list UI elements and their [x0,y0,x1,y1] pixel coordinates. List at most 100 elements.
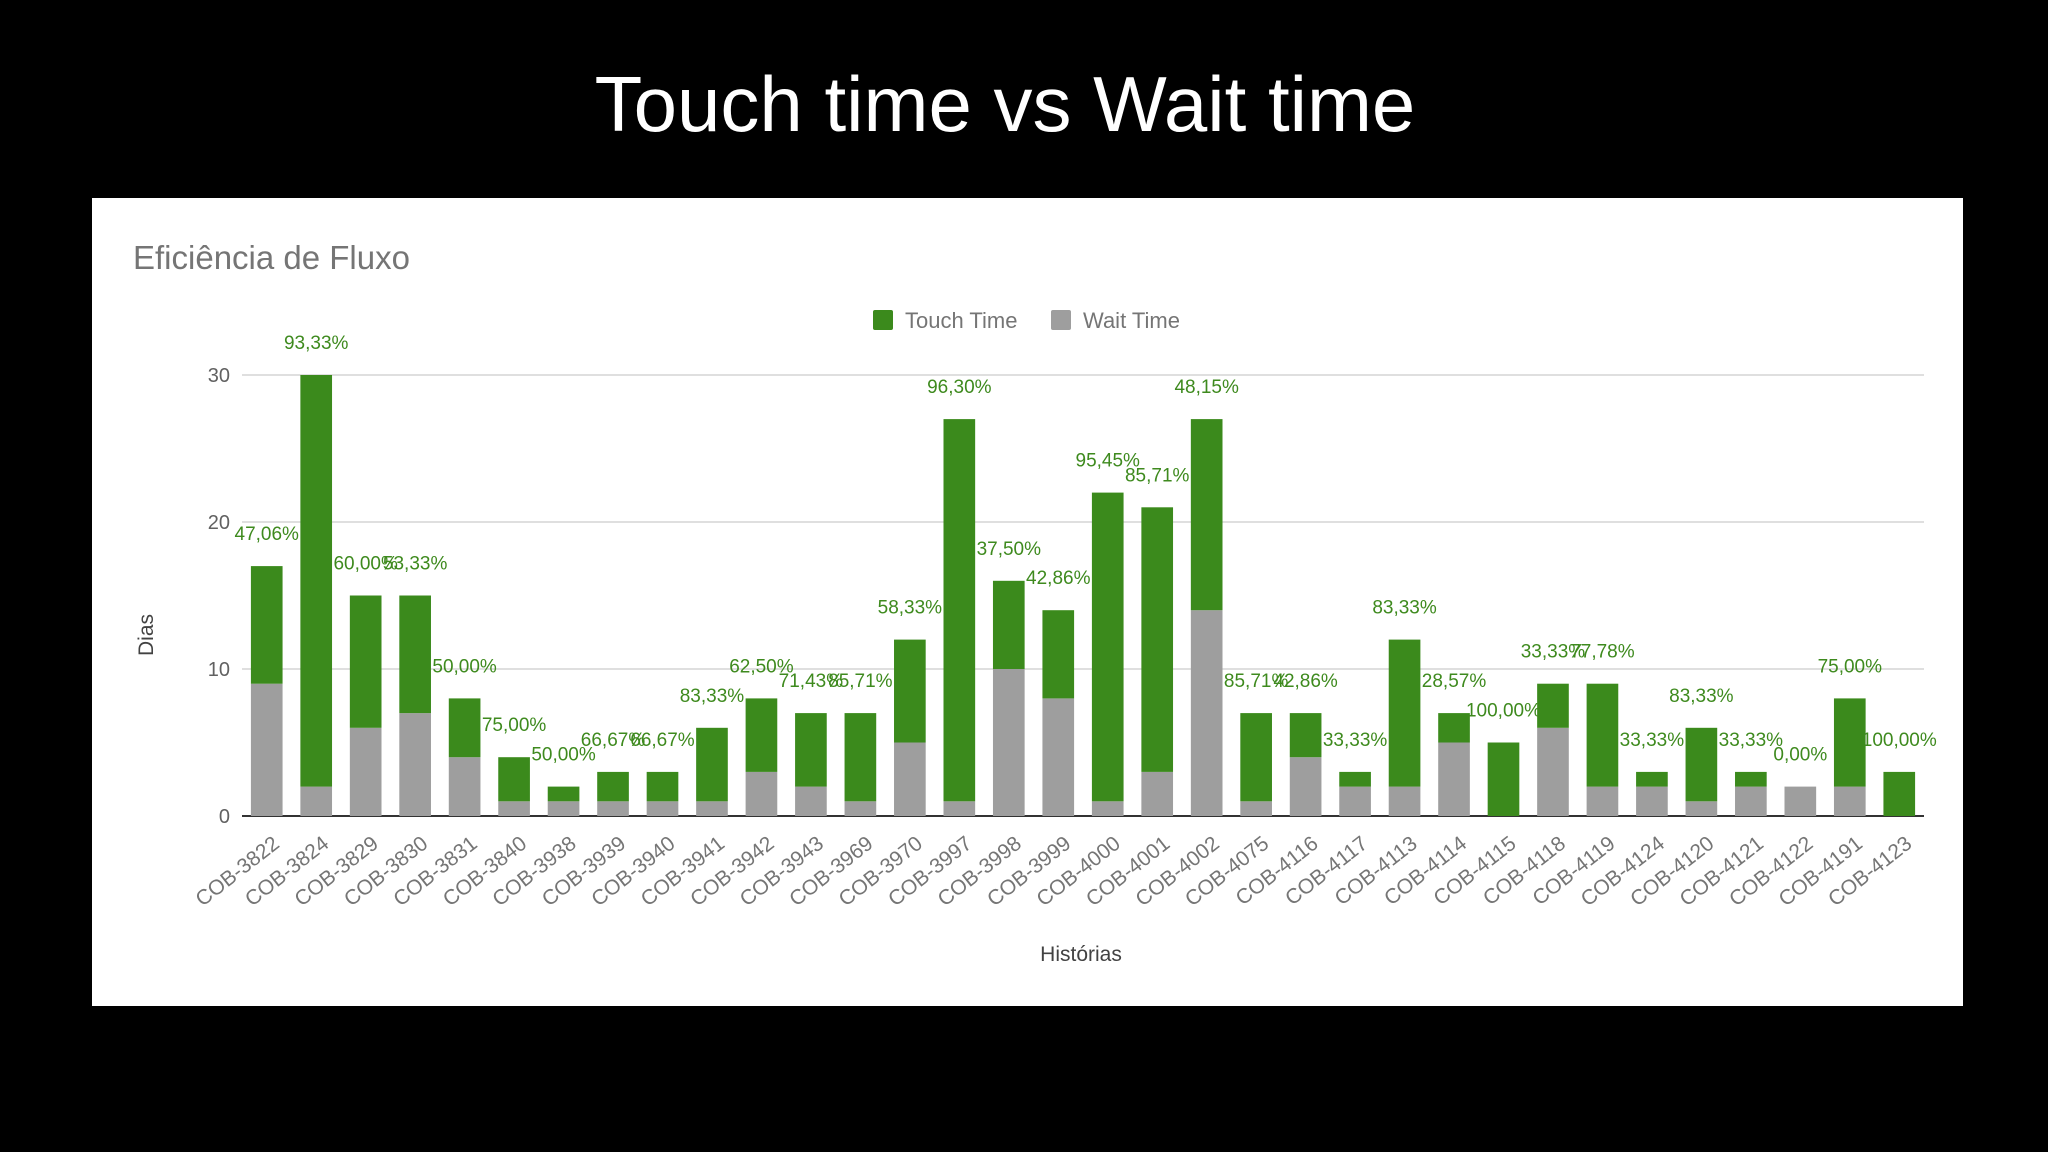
bar-touch[interactable] [1091,492,1124,802]
bar-wait[interactable] [795,786,827,816]
bar-wait[interactable] [1438,742,1470,817]
bar-wait[interactable] [250,683,283,816]
bar-touch[interactable] [1141,507,1174,772]
data-label: 47,06% [235,524,300,545]
data-label: 85,71% [828,671,893,692]
bar-wait[interactable] [894,742,926,817]
bar-touch[interactable] [1487,742,1520,817]
data-label: 66,67% [630,730,695,751]
data-label: 95,45% [1076,451,1141,472]
bar-touch[interactable] [894,639,926,743]
bar-touch[interactable] [1388,639,1421,787]
data-label: 48,15% [1174,377,1239,398]
bar-touch[interactable] [1586,683,1619,787]
data-label: 28,57% [1422,671,1487,692]
bar-touch[interactable] [745,698,778,772]
data-label: 83,33% [680,686,745,707]
bar-touch[interactable] [1438,713,1470,743]
data-label: 85,71% [1224,671,1289,692]
slide-title: Touch time vs Wait time [594,60,1416,148]
data-label: 33,33% [1521,642,1586,663]
bar-wait[interactable] [992,669,1025,816]
bar-touch[interactable] [1735,771,1767,787]
y-tick-label: 0 [219,806,230,828]
bar-wait[interactable] [1833,786,1866,816]
bar-wait[interactable] [1141,771,1174,816]
bar-wait[interactable] [448,757,481,816]
bar-touch[interactable] [1042,610,1075,699]
bar-wait[interactable] [943,801,976,816]
bar-touch[interactable] [844,713,877,802]
bar-touch[interactable] [1339,771,1371,787]
bar-touch[interactable] [597,771,629,802]
bar-wait[interactable] [1289,757,1322,816]
bar-touch[interactable] [349,595,382,728]
bar-wait[interactable] [1388,786,1421,816]
data-label: 62,50% [729,656,794,677]
bar-wait[interactable] [844,801,877,816]
data-label: 50,00% [531,745,596,766]
bar-wait[interactable] [597,801,629,816]
bar-wait[interactable] [1190,610,1223,816]
bar-touch[interactable] [498,757,530,802]
y-axis-ticks: 0 10 20 30 [208,365,230,828]
data-label: 53,33% [383,554,448,575]
bar-wait[interactable] [349,727,382,816]
data-label: 33,33% [1323,730,1388,751]
bar-wait[interactable] [1784,786,1817,816]
bar-touch[interactable] [1883,771,1916,816]
bar-touch[interactable] [646,771,679,802]
data-label: 0,00% [1773,745,1827,766]
bar-touch[interactable] [943,419,976,802]
bar-wait[interactable] [646,801,679,816]
data-label: 33,33% [1719,730,1784,751]
data-label: 37,50% [977,539,1042,560]
bar-wait[interactable] [1240,801,1272,816]
legend-label-touch: Touch Time [905,308,1018,333]
data-label: 33,33% [1620,730,1685,751]
legend: Touch Time Wait Time [873,308,1180,333]
bar-touch[interactable] [696,727,728,802]
bar-touch[interactable] [1833,698,1866,787]
bar-wait[interactable] [1042,698,1075,816]
bar-wait[interactable] [1339,786,1371,816]
bar-touch[interactable] [250,566,283,684]
bar-touch[interactable] [399,595,431,714]
bar-touch[interactable] [547,786,580,802]
bar-wait[interactable] [1586,786,1619,816]
bars [250,375,1916,817]
chart-title: Eficiência de Fluxo [133,239,410,276]
bar-touch[interactable] [448,698,481,758]
bar-touch[interactable] [1289,713,1322,758]
bar-wait[interactable] [1091,801,1124,816]
data-label: 42,86% [1273,671,1338,692]
data-label: 100,00% [1466,701,1541,722]
bar-wait[interactable] [1735,786,1767,816]
bar-wait[interactable] [399,713,431,816]
x-axis-title: Histórias [1040,943,1122,966]
bar-wait[interactable] [1537,727,1569,816]
bar-wait[interactable] [1636,786,1668,816]
data-label: 85,71% [1125,465,1190,486]
bar-wait[interactable] [498,801,530,816]
bar-touch[interactable] [1240,713,1272,802]
legend-label-wait: Wait Time [1083,308,1180,333]
bar-touch[interactable] [795,713,827,787]
data-label: 60,00% [333,554,398,575]
data-labels: 47,06% 93,33% 60,00%53,33% 50,00% 75,00% 50,0… [235,333,1937,766]
bar-touch[interactable] [1537,683,1569,728]
y-tick-label: 20 [208,512,230,534]
bar-wait[interactable] [696,801,728,816]
bar-touch[interactable] [300,375,333,787]
bar-touch[interactable] [1190,419,1223,611]
data-label: 71,43% [779,671,844,692]
data-label: 58,33% [878,598,943,619]
bar-wait[interactable] [547,801,580,816]
data-label: 75,00% [482,715,547,736]
bar-wait[interactable] [300,786,333,816]
bar-touch[interactable] [1685,727,1718,802]
bar-wait[interactable] [1685,801,1718,816]
bar-touch[interactable] [992,580,1025,669]
bar-touch[interactable] [1636,771,1668,787]
bar-wait[interactable] [745,771,778,816]
